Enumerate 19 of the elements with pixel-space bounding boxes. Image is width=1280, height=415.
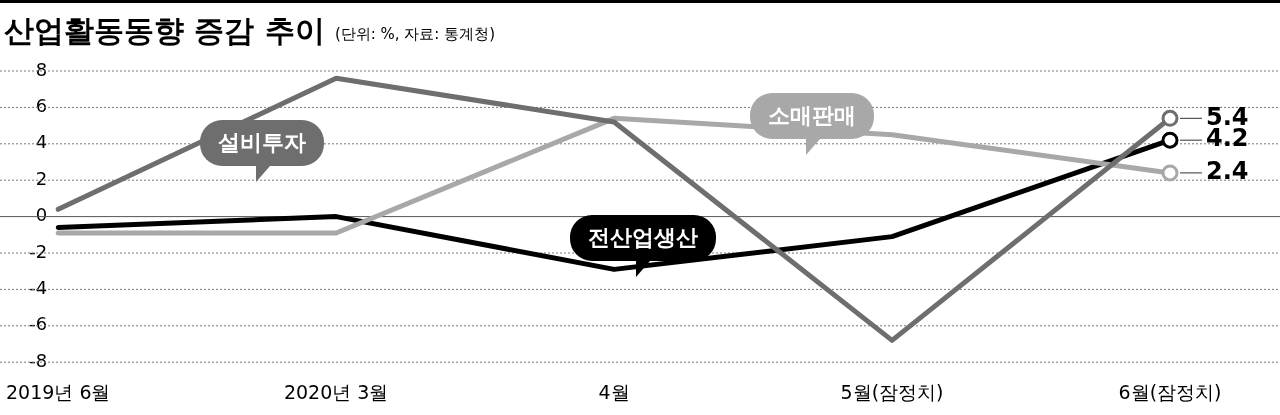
series-label: 소매판매 [750,93,874,139]
chart-title: 산업활동동향 증감 추이 [4,12,325,50]
data-label: 2.4 [1206,157,1249,186]
y-tick-label: 4 [35,131,48,153]
y-tick-label: -6 [29,313,48,335]
series-label: 전산업생산 [570,215,716,261]
x-tick-label: 2019년 6월 [6,380,111,403]
x-tick-label: 2020년 3월 [283,380,389,403]
series-label: 설비투자 [200,120,324,166]
y-tick-label: 6 [35,95,48,117]
chart-subtitle: (단위: %, 자료: 통계청) [334,25,496,44]
x-tick-label: 5월(잠정치) [840,380,944,403]
y-tick-label: -4 [29,277,48,299]
y-tick-label: -8 [29,349,48,371]
y-tick-label: 2 [35,167,48,189]
y-tick-label: 8 [35,58,48,80]
x-tick-label: 4월 [598,380,630,403]
x-tick-label: 6월(잠정치) [1118,380,1222,403]
y-tick-label: -2 [29,240,48,262]
